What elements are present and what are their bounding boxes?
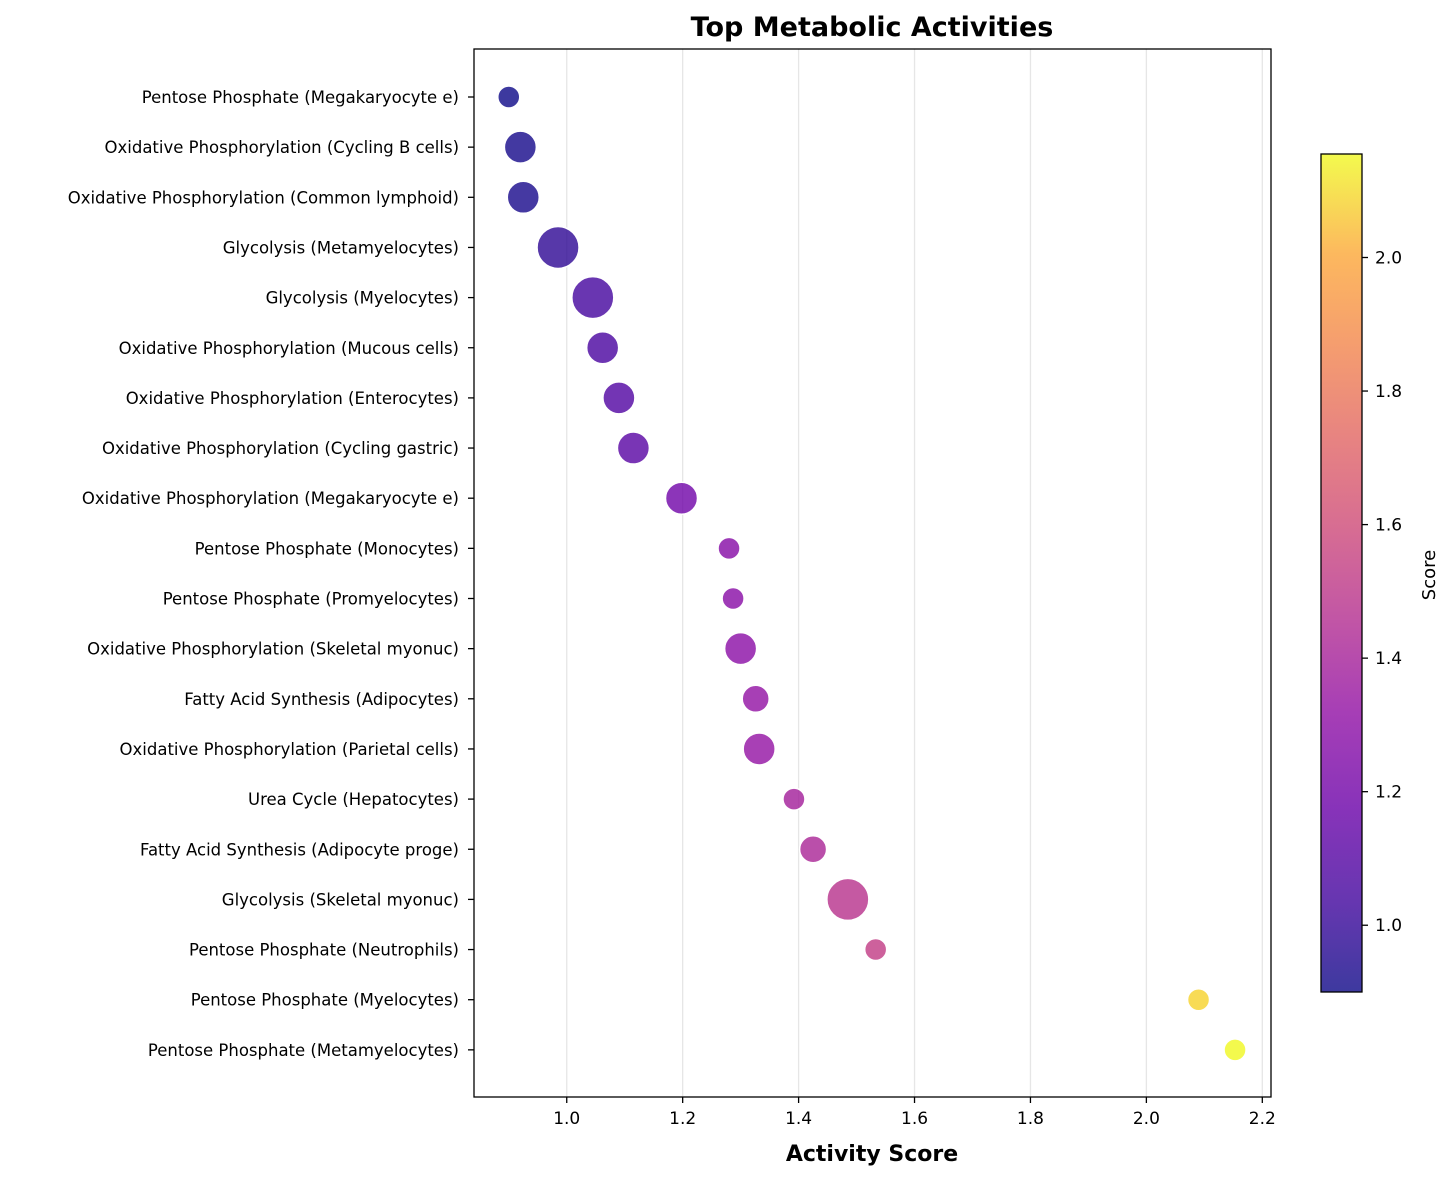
data-point	[742, 732, 776, 766]
y-tick-label: Fatty Acid Synthesis (Adipocytes)	[184, 690, 459, 709]
data-point	[1186, 987, 1211, 1012]
data-point	[723, 631, 758, 666]
data-point	[602, 381, 636, 415]
y-tick-label: Oxidative Phosphorylation (Parietal cell…	[120, 740, 459, 759]
colorbar-tick-label: 1.4	[1375, 649, 1402, 669]
y-tick-label: Pentose Phosphate (Promyelocytes)	[163, 590, 459, 609]
x-tick-label: 2.0	[1133, 1109, 1160, 1129]
colorbar-gradient	[1321, 154, 1362, 992]
y-tick-label: Glycolysis (Metamyelocytes)	[223, 238, 459, 257]
data-point	[571, 275, 615, 320]
y-tick-label: Pentose Phosphate (Metamyelocytes)	[148, 1041, 459, 1060]
data-point	[717, 536, 741, 561]
y-axis: Pentose Phosphate (Megakaryocyte e) Oxida…	[68, 88, 474, 1060]
x-axis: 1.0 1.2 1.4 1.6 1.8 2.0 2.2	[553, 1097, 1276, 1129]
data-point	[616, 431, 651, 465]
colorbar-frame	[1320, 153, 1363, 993]
data-point	[741, 684, 770, 714]
data-point	[503, 130, 538, 164]
data-point	[497, 85, 521, 109]
y-tick-label: Oxidative Phosphorylation (Common lympho…	[68, 188, 459, 207]
colorbar-tick-label: 1.0	[1375, 916, 1402, 936]
x-tick-label: 1.0	[553, 1109, 580, 1129]
y-tick-label: Pentose Phosphate (Megakaryocyte e)	[142, 88, 459, 107]
data-point	[585, 331, 620, 365]
y-tick-label: Oxidative Phosphorylation (Cycling gastr…	[102, 439, 459, 458]
x-tick-label: 1.4	[785, 1109, 812, 1129]
y-tick-label: Glycolysis (Myelocytes)	[266, 289, 459, 308]
y-tick-label: Oxidative Phosphorylation (Megakaryocyte…	[82, 489, 459, 508]
data-point	[863, 937, 888, 962]
data-point	[826, 877, 870, 922]
colorbar-tick-label: 1.8	[1375, 382, 1402, 402]
data-point	[664, 481, 699, 515]
colorbar-label: Score	[1419, 550, 1440, 600]
x-tick-label: 1.2	[669, 1109, 696, 1129]
y-tick-label: Pentose Phosphate (Monocytes)	[195, 539, 459, 558]
data-point	[798, 835, 828, 864]
colorbar-tick-label: 2.0	[1375, 248, 1402, 268]
colorbar: 1.0 1.2 1.4 1.6 1.8 2.0 Score	[1320, 153, 1440, 993]
data-point	[721, 586, 745, 611]
data-point	[536, 225, 580, 270]
x-tick-label: 2.2	[1249, 1109, 1276, 1129]
y-tick-label: Fatty Acid Synthesis (Adipocyte proge)	[140, 840, 459, 859]
y-tick-label: Urea Cycle (Hepatocytes)	[248, 790, 459, 809]
y-tick-label: Oxidative Phosphorylation (Enterocytes)	[126, 389, 459, 408]
chart-title: Top Metabolic Activities	[691, 12, 1054, 43]
plot-frame	[473, 48, 1272, 1098]
x-grid	[566, 49, 1263, 1097]
y-tick-label: Oxidative Phosphorylation (Cycling B cel…	[105, 138, 459, 157]
y-tick-label: Pentose Phosphate (Myelocytes)	[191, 991, 459, 1010]
x-tick-label: 1.8	[1017, 1109, 1044, 1129]
colorbar-ticks: 1.0 1.2 1.4 1.6 1.8 2.0	[1362, 248, 1402, 936]
data-points	[497, 85, 1247, 1062]
y-tick-label: Glycolysis (Skeletal myonuc)	[222, 890, 459, 909]
y-tick-label: Oxidative Phosphorylation (Mucous cells)	[119, 339, 459, 358]
colorbar-tick-label: 1.6	[1375, 516, 1402, 536]
x-axis-label: Activity Score	[786, 1142, 958, 1167]
colorbar-tick-label: 1.2	[1375, 783, 1402, 803]
data-point	[506, 180, 541, 215]
y-tick-label: Oxidative Phosphorylation (Skeletal myon…	[87, 640, 459, 659]
x-tick-label: 1.6	[901, 1109, 928, 1129]
data-point	[782, 787, 806, 811]
y-tick-label: Pentose Phosphate (Neutrophils)	[189, 941, 459, 960]
data-point	[1223, 1038, 1247, 1062]
